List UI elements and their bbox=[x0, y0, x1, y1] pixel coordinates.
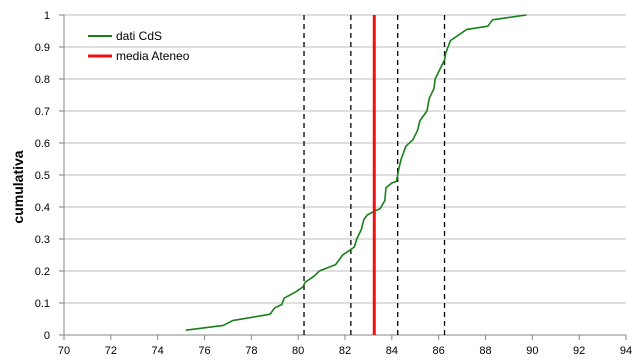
x-tick-label: 86 bbox=[433, 345, 445, 357]
y-tick-label: 0.9 bbox=[35, 42, 50, 54]
x-tick-label: 72 bbox=[105, 345, 117, 357]
x-tick-label: 74 bbox=[152, 345, 164, 357]
x-tick-label: 90 bbox=[526, 345, 538, 357]
y-tick-labels: 0 0.1 0.2 0.3 0.4 0.5 0.6 0.7 0.8 0.9 1 bbox=[35, 10, 50, 342]
x-tick-label: 78 bbox=[245, 345, 257, 357]
y-tick-label: 0.4 bbox=[35, 202, 50, 214]
x-tick-label: 80 bbox=[292, 345, 304, 357]
x-tick-labels: 70 72 74 76 78 80 82 84 86 88 90 92 94 bbox=[58, 345, 632, 357]
y-tick-label: 0 bbox=[44, 330, 50, 342]
legend-label-dati-cds: dati CdS bbox=[116, 29, 162, 43]
grid-lines bbox=[64, 14, 626, 304]
x-tick-label: 94 bbox=[620, 345, 632, 357]
x-tick-label: 92 bbox=[573, 345, 585, 357]
x-tick-label: 82 bbox=[339, 345, 351, 357]
axes bbox=[59, 14, 627, 340]
x-tick-label: 84 bbox=[386, 345, 398, 357]
y-tick-label: 1 bbox=[44, 10, 50, 22]
y-tick-label: 0.3 bbox=[35, 234, 50, 246]
y-tick-label: 0.2 bbox=[35, 266, 50, 278]
legend: dati CdS media Ateneo bbox=[88, 29, 190, 63]
legend-label-media-ateneo: media Ateneo bbox=[116, 49, 190, 63]
x-tick-label: 76 bbox=[198, 345, 210, 357]
x-tick-label: 88 bbox=[479, 345, 491, 357]
y-axis-label: cumulativa bbox=[10, 150, 26, 223]
y-tick-label: 0.5 bbox=[35, 170, 50, 182]
y-tick-label: 0.8 bbox=[35, 74, 50, 86]
y-tick-label: 0.6 bbox=[35, 138, 50, 150]
x-tick-label: 70 bbox=[58, 345, 70, 357]
y-tick-label: 0.7 bbox=[35, 106, 50, 118]
y-tick-label: 0.1 bbox=[35, 298, 50, 310]
series-layer bbox=[185, 14, 527, 331]
series-line-dati-cds bbox=[185, 14, 527, 331]
